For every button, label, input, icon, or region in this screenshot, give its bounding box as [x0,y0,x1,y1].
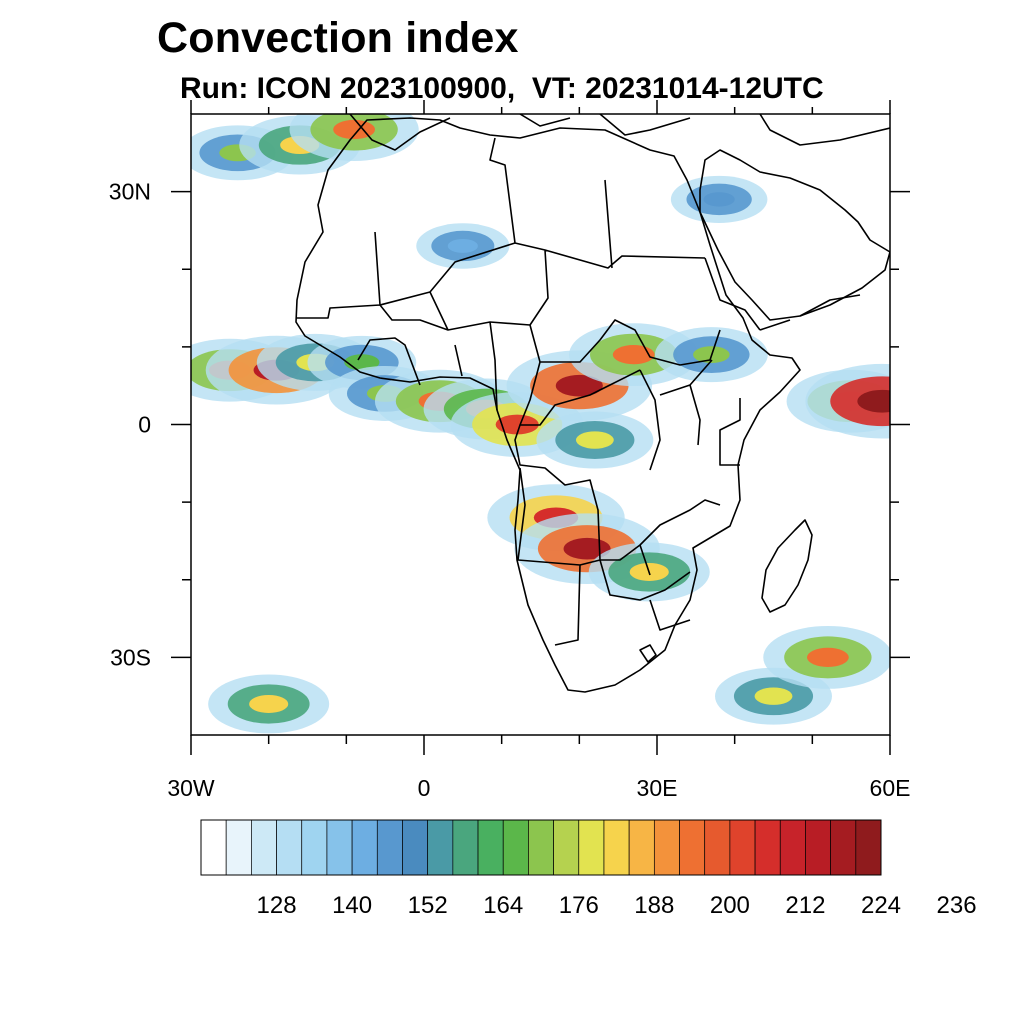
colorbar-label: 188 [634,892,674,919]
lesotho-border [639,644,657,663]
colorbar-swatch [502,819,529,876]
convection-core [612,345,655,365]
colorbar-swatch [704,819,731,876]
colorbar-swatch [276,819,303,876]
lon-tick-label: 60E [870,775,911,801]
colorbar-swatch [603,819,630,876]
convection-core [575,431,614,449]
colorbar-frame [200,819,882,876]
colorbar-swatch [754,819,781,876]
colorbar-swatch [301,819,328,876]
chart-subtitle: Run: ICON 2023100900, VT: 20231014-12UTC [180,72,824,105]
colorbar-label: 236 [937,892,977,919]
colorbar-swatch [729,819,756,876]
convection-core [703,192,735,207]
lon-tick-label: 30E [637,775,678,801]
colorbar-swatch [779,819,806,876]
africa-coastline [295,117,801,693]
colorbar-swatch [351,819,378,876]
lat-tick-label: 30N [109,179,151,205]
colorbar-label: 200 [710,892,750,919]
chart-title: Convection index [157,14,519,62]
colorbar-swatch [427,819,454,876]
colorbar-label: 164 [483,892,523,919]
colorbar-swatch [402,819,429,876]
colorbar-label: 212 [785,892,825,919]
colorbar-swatch [578,819,605,876]
colorbar-swatch [251,819,277,876]
colorbar-swatch [628,819,655,876]
colorbar-swatch [477,819,504,876]
axis-ticks: 30W 0 30E 60E 30N 0 30S [109,100,911,801]
convection-core [857,389,890,413]
country-borders [296,137,861,646]
lon-tick-label: 30W [167,775,215,801]
arabia-coastline [699,149,890,321]
colorbar-label: 140 [332,892,372,919]
colorbar-swatch [553,819,580,876]
colorbar-label: 152 [408,892,448,919]
europe-coastline [349,114,890,151]
colorbar-swatch [653,819,680,876]
convection-core [249,694,289,713]
colorbar-swatch [679,819,706,876]
colorbar-swatch [225,819,252,876]
colorbar-swatch [830,819,857,876]
lat-tick-label: 30S [110,644,151,670]
convection-core [806,647,849,667]
colorbar-label: 224 [861,892,901,919]
colorbar-swatch [376,819,403,876]
convection-core [495,414,539,435]
convection-core [447,239,478,253]
colorbar-swatch [452,819,479,876]
madagascar-coastline [761,519,813,613]
colorbar-swatch [855,819,882,876]
convection-core [555,374,603,397]
colorbar-swatch [200,819,227,876]
colorbar-label: 128 [257,892,297,919]
colorbar-swatch [805,819,831,876]
colorbar-label: 176 [559,892,599,919]
country-border-layer [296,137,861,663]
lat-tick-label: 0 [138,412,151,438]
lon-tick-label: 0 [418,775,431,801]
convection-core [754,687,793,705]
coastline-layer [295,114,890,693]
colorbar: 128 140 152 164 176 188 200 212 224 236 [200,819,977,919]
convection-field-layer [191,114,890,734]
colorbar-swatch [528,819,554,876]
convection-core [333,119,375,140]
colorbar-swatch [326,819,353,876]
